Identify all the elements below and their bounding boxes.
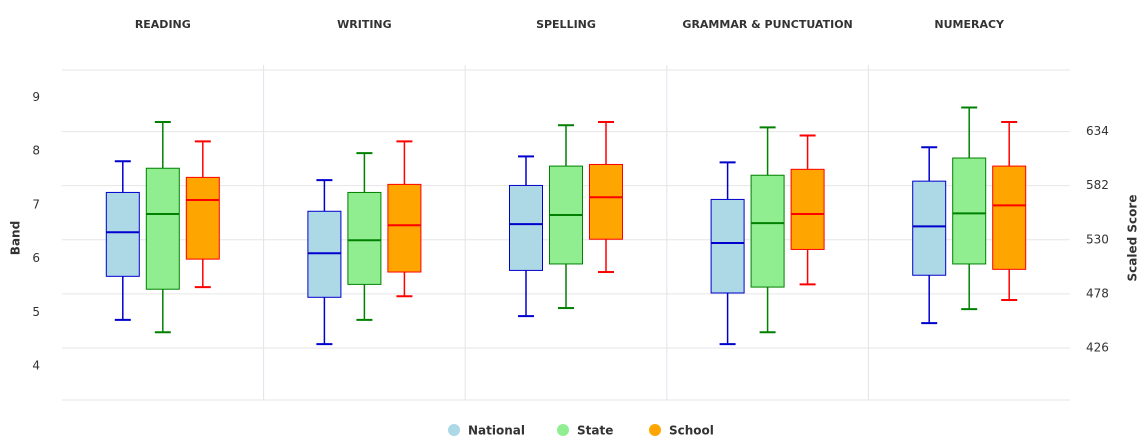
y2-tick-label: 582 (1086, 178, 1109, 192)
category-header: SPELLING (536, 18, 596, 31)
box (105, 191, 140, 277)
box (750, 174, 785, 288)
box (509, 184, 543, 271)
y2-tick-label: 530 (1086, 232, 1109, 246)
legend-label: National (468, 424, 525, 438)
box (589, 163, 623, 240)
legend-swatch (649, 424, 661, 436)
y-tick-label: 9 (32, 90, 40, 104)
legend-label: School (669, 424, 714, 438)
box (710, 198, 745, 294)
box (387, 183, 422, 273)
y-tick-label: 7 (32, 197, 40, 211)
category-header: READING (135, 18, 191, 31)
category-header: WRITING (337, 18, 392, 31)
y2-tick-label: 478 (1086, 286, 1109, 300)
y-tick-label: 8 (32, 144, 40, 158)
y-axis-title: Band (9, 221, 23, 255)
y-tick-label: 5 (32, 305, 40, 319)
box (790, 168, 825, 250)
y2-tick-label: 426 (1086, 340, 1109, 354)
box (992, 165, 1027, 270)
legend-swatch (448, 424, 460, 436)
y2-axis-title: Scaled Score (1126, 195, 1140, 282)
y-tick-label: 6 (32, 251, 40, 265)
box (307, 210, 342, 298)
box (347, 191, 382, 285)
box (145, 167, 180, 290)
box (952, 157, 987, 265)
legend-swatch (557, 424, 569, 436)
category-header: GRAMMAR & PUNCTUATION (682, 18, 852, 31)
box (185, 176, 220, 260)
legend-label: State (577, 424, 613, 438)
category-header: NUMERACY (934, 18, 1005, 31)
box (912, 180, 947, 276)
y-tick-label: 4 (32, 359, 40, 373)
y2-tick-label: 634 (1086, 124, 1109, 138)
